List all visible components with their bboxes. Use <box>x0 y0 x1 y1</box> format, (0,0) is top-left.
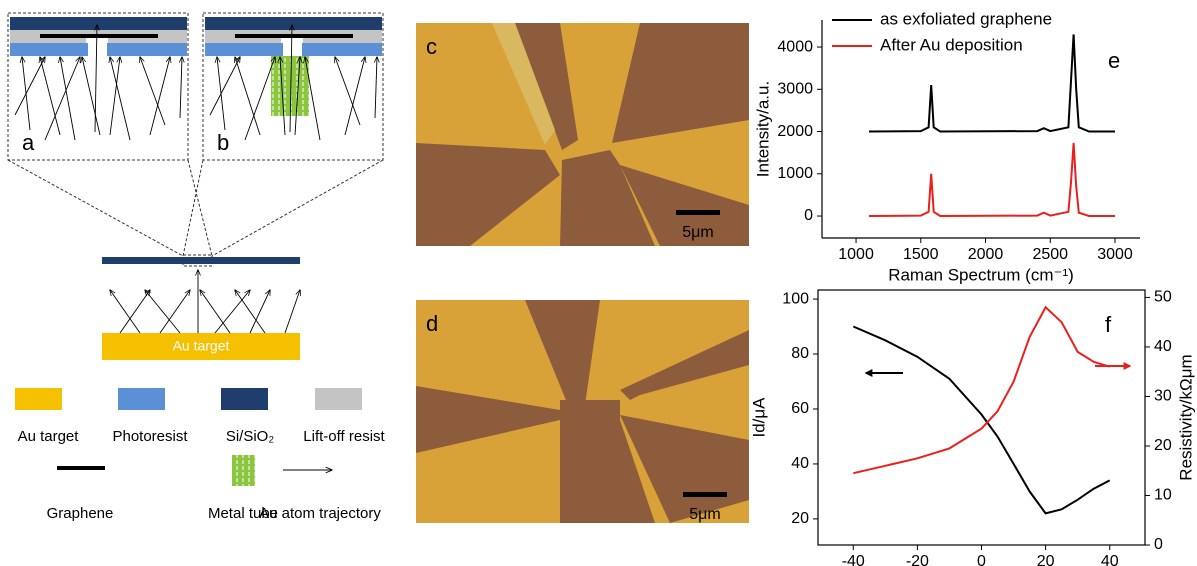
trajectory <box>15 57 45 115</box>
scale-bar-label: 5μm <box>689 506 720 523</box>
legend-label: Au target <box>18 428 80 445</box>
y2-tick-label: 0 <box>1154 536 1163 553</box>
stack-a <box>10 17 187 56</box>
y-tick-label: 1000 <box>777 165 813 182</box>
micrograph-d: 5μm d <box>416 300 749 523</box>
stack-b <box>205 17 382 116</box>
panel-label: a <box>22 130 35 155</box>
trajectory <box>245 57 275 140</box>
series-line <box>853 327 1109 514</box>
panel-label: e <box>1108 48 1120 73</box>
x-tick-label: 1500 <box>903 246 939 263</box>
y2-axis-label: Resistivity/kΩμm <box>1176 354 1195 480</box>
x-tick-label: -40 <box>842 553 865 566</box>
legend-swatch <box>15 388 62 410</box>
y2-tick-label: 30 <box>1154 388 1172 405</box>
trajectory <box>200 290 230 333</box>
legend-label: Lift-off resist <box>303 428 385 445</box>
y2-tick-label: 10 <box>1154 487 1172 504</box>
legend-swatch <box>315 388 362 410</box>
x-tick-label: 1000 <box>838 246 874 263</box>
y-axis-label: Id/μA <box>749 397 768 438</box>
y-tick-label: 80 <box>791 345 809 362</box>
series-line <box>853 307 1109 473</box>
trajectory <box>82 57 100 135</box>
y-tick-label: 2000 <box>777 123 813 140</box>
trajectory <box>150 57 170 135</box>
legend-swatch <box>221 388 268 410</box>
panel-label: c <box>426 34 437 59</box>
scale-bar-label: 5μm <box>682 224 713 241</box>
x-tick-label: 40 <box>1101 553 1119 566</box>
x-tick-label: 0 <box>977 553 986 566</box>
zoom-lines <box>8 160 383 266</box>
trajectory <box>285 290 300 333</box>
legend-label: Si/SiO₂ <box>226 428 275 445</box>
trajectory <box>40 57 60 135</box>
panel-label: f <box>1105 312 1112 337</box>
trajectory <box>210 57 240 115</box>
legend-label: Graphene <box>47 505 114 522</box>
trajectory <box>110 57 130 140</box>
trajectory <box>235 290 265 333</box>
target-label: Au target <box>173 338 230 354</box>
substrate <box>102 257 300 264</box>
y-tick-label: 3000 <box>777 81 813 98</box>
trajectory <box>375 57 377 118</box>
x-tick-label: 20 <box>1037 553 1055 566</box>
trajectory <box>345 57 365 135</box>
micrograph-c: 5μm c <box>416 23 749 246</box>
trajectory <box>22 57 30 130</box>
y-tick-label: 40 <box>791 455 809 472</box>
x-axis-label: Raman Spectrum (cm⁻¹) <box>888 265 1074 284</box>
y-axis-label: Intensity/a.u. <box>753 81 772 177</box>
x-tick-label: 2500 <box>1032 246 1068 263</box>
y2-tick-label: 20 <box>1154 437 1172 454</box>
y-tick-label: 100 <box>782 290 809 307</box>
legend-label: After Au deposition <box>880 35 1023 54</box>
schematic: a b Au target Au target Photoresist Si/S… <box>8 13 386 522</box>
trajectory <box>217 57 225 130</box>
panel-label: b <box>217 130 229 155</box>
y-tick-label: 20 <box>791 510 809 527</box>
chart: 1000 1500 2000 2500 3000 0 1000 2000 3000 4000 as … <box>753 9 1140 284</box>
series-line <box>869 143 1115 216</box>
trajectory <box>235 57 260 135</box>
legend-swatch <box>118 388 165 410</box>
trajectory <box>215 290 250 333</box>
legend-swatch <box>232 455 255 486</box>
legend-label: Au atom trajectory <box>259 505 381 522</box>
y-tick-label: 60 <box>791 400 809 417</box>
x-tick-label: 2000 <box>968 246 1004 263</box>
trajectory <box>180 57 182 118</box>
figure: a b Au target Au target Photoresist Si/S… <box>0 0 1197 566</box>
metal-tube <box>271 56 309 116</box>
x-tick-label: -20 <box>906 553 929 566</box>
y-tick-label: 4000 <box>777 38 813 55</box>
y-tick-label: 0 <box>804 207 813 224</box>
trajectory <box>110 57 120 135</box>
legend-label: Photoresist <box>112 428 188 445</box>
y2-tick-label: 50 <box>1154 289 1172 306</box>
panel-label: d <box>426 311 438 336</box>
chart: -40-20020402040608010001020304050Vg/VId/… <box>749 289 1195 566</box>
x-tick-label: 3000 <box>1097 246 1133 263</box>
y2-tick-label: 40 <box>1154 338 1172 355</box>
plot-frame <box>818 290 1145 545</box>
legend-label: as exfoliated graphene <box>880 9 1052 28</box>
